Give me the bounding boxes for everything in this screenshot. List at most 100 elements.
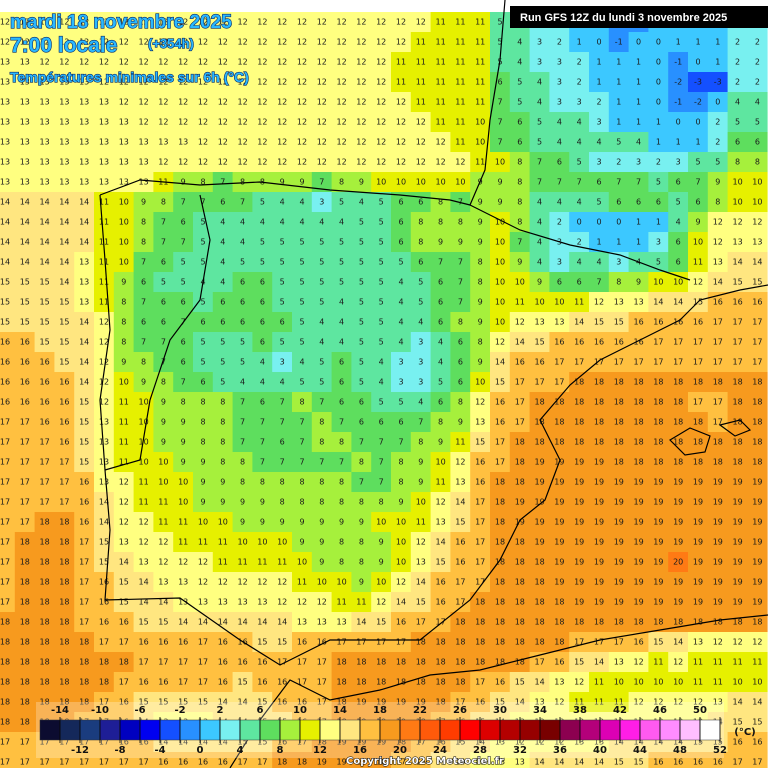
cell-color — [707, 672, 728, 693]
cell-value: 12 — [317, 58, 327, 67]
legend-swatch — [559, 719, 581, 741]
cell-color — [450, 12, 471, 33]
cell-value: 13 — [0, 178, 10, 187]
cell-value: 19 — [594, 538, 604, 547]
cell-value: 4 — [280, 198, 285, 207]
cell-color — [490, 272, 511, 293]
cell-color — [509, 32, 530, 53]
cell-value: 7 — [577, 178, 582, 187]
cell-color — [668, 512, 689, 533]
cell-color — [0, 192, 16, 213]
cell-color — [74, 312, 95, 333]
cell-color — [569, 612, 590, 633]
cell-color — [668, 392, 689, 413]
cell-value: 11 — [416, 98, 426, 107]
cell-color — [54, 652, 75, 673]
cell-value: 12 — [119, 518, 129, 527]
cell-color — [351, 632, 372, 653]
cell-color — [410, 372, 431, 393]
cell-color — [272, 312, 293, 333]
cell-value: 5 — [181, 258, 186, 267]
cell-value: 14 — [158, 738, 168, 747]
cell-value: 5 — [379, 278, 384, 287]
cell-color — [94, 352, 115, 373]
cell-color — [173, 152, 194, 173]
cell-value: 15 — [416, 598, 426, 607]
cell-value: 16 — [178, 638, 188, 647]
cell-color — [54, 452, 75, 473]
cell-color — [272, 112, 293, 133]
cell-color — [668, 172, 689, 193]
cell-color — [173, 292, 194, 313]
cell-color — [450, 412, 471, 433]
cell-value: 12 — [277, 158, 287, 167]
cell-value: 5 — [280, 238, 285, 247]
cell-color — [628, 652, 649, 673]
cell-color — [688, 192, 709, 213]
cell-color — [351, 692, 372, 713]
cell-value: 19 — [693, 478, 703, 487]
cell-color — [331, 632, 352, 653]
cell-value: 9 — [141, 378, 146, 387]
cell-color — [668, 152, 689, 173]
cell-value: 12 — [297, 38, 307, 47]
cell-value: 10 — [119, 378, 129, 387]
cell-value: 17 — [475, 518, 485, 527]
cell-color — [470, 292, 491, 313]
cell-color — [193, 392, 214, 413]
cell-value: 11 — [356, 598, 366, 607]
cell-value: 1 — [596, 238, 601, 247]
cell-value: 17 — [535, 658, 545, 667]
cell-color — [212, 392, 233, 413]
cell-value: 7 — [596, 278, 601, 287]
cell-color — [232, 192, 253, 213]
legend-swatch — [479, 719, 501, 741]
cell-value: 15 — [535, 338, 545, 347]
run-box — [510, 6, 768, 28]
cell-value: 6 — [596, 178, 601, 187]
cell-value: 19 — [574, 518, 584, 527]
cell-color — [450, 552, 471, 573]
cell-color — [193, 132, 214, 153]
cell-value: 10 — [416, 178, 426, 187]
cell-color — [648, 512, 669, 533]
cell-color — [727, 232, 748, 253]
cell-color — [668, 212, 689, 233]
cell-color — [589, 512, 610, 533]
cell-value: 5 — [319, 298, 324, 307]
color-legend: -14-12-10-8-6-4-202468101214161820222426… — [36, 702, 727, 758]
cell-value: 13 — [79, 178, 89, 187]
cell-value: 17 — [475, 578, 485, 587]
cell-color — [688, 532, 709, 553]
cell-value: 17 — [653, 338, 663, 347]
cell-value: 15 — [733, 718, 743, 727]
cell-color — [608, 492, 629, 513]
cell-value: 17 — [396, 758, 406, 767]
cell-value: 5 — [299, 258, 304, 267]
cell-color — [14, 12, 36, 33]
cell-color — [133, 212, 154, 233]
cell-color — [589, 32, 610, 53]
cell-color — [153, 52, 174, 73]
cell-value: 11 — [455, 118, 465, 127]
cell-value: 13 — [139, 178, 149, 187]
cell-value: 11 — [119, 398, 129, 407]
cell-value: 13 — [238, 598, 248, 607]
cell-color — [331, 652, 352, 673]
cell-value: 19 — [594, 478, 604, 487]
cell-color — [371, 232, 392, 253]
cell-color — [193, 252, 214, 273]
cell-color — [331, 432, 352, 453]
cell-value: 18 — [653, 418, 663, 427]
cell-value: 18 — [0, 658, 10, 667]
cell-value: 15 — [614, 758, 624, 767]
cell-value: 12 — [455, 158, 465, 167]
cell-color — [450, 352, 471, 373]
cell-value: 5 — [240, 358, 245, 367]
cell-color — [331, 72, 352, 93]
cell-color — [589, 632, 610, 653]
cell-value: 9 — [299, 538, 304, 547]
cell-value: 10 — [277, 538, 287, 547]
cell-value: 11 — [713, 678, 723, 687]
cell-color — [292, 432, 313, 453]
